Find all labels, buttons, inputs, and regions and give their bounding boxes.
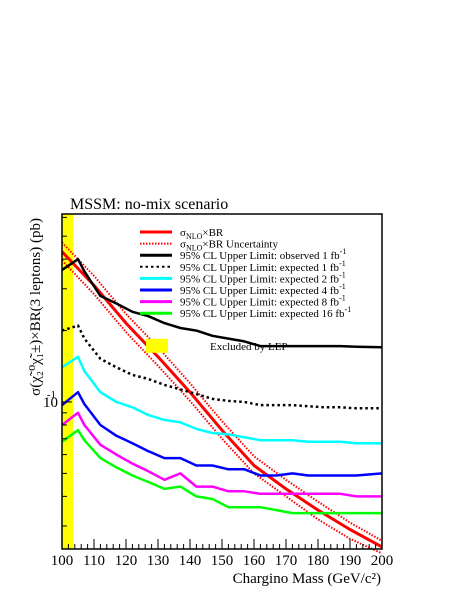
x-tick-label: 130 [147, 553, 170, 569]
series-line-2 [61, 259, 383, 555]
x-tick-label: 190 [339, 553, 362, 569]
x-tick-label: 170 [275, 553, 298, 569]
x-axis-title: Chargino Mass (GeV/c²) [233, 571, 381, 587]
legend-label-4: 95% CL Upper Limit: expected 1 fb-1 [180, 259, 346, 274]
y-axis-title: σ(χ̃₂⁰χ̃₁±)×BR(3 leptons) (pb) [28, 218, 44, 396]
legend-label-6: 95% CL Upper Limit: expected 4 fb-1 [180, 282, 346, 297]
series-line-6 [61, 390, 383, 477]
x-tick-label: 150 [211, 553, 234, 569]
legend-label-7: 95% CL Upper Limit: expected 8 fb-1 [180, 294, 346, 309]
series-line-8 [61, 428, 382, 515]
legend-label-3: 95% CL Upper Limit: observed 1 fb-1 [180, 247, 346, 262]
legend-label-lep: Excluded by LEP [210, 341, 288, 353]
series-line-3 [61, 257, 383, 349]
x-tick-label: 180 [307, 553, 330, 569]
x-tick-label: 110 [83, 553, 105, 569]
x-tick-label: 160 [243, 553, 266, 569]
legend-label-1: σNLO×BR Uncertainty [180, 239, 278, 253]
legend-swatch-lep [146, 338, 168, 353]
x-tick-label: 100 [51, 553, 74, 569]
legend-label-0: σNLO×BR [180, 227, 224, 241]
series-line-4 [61, 324, 382, 410]
series-line-1 [61, 241, 383, 542]
x-tick-label: 200 [371, 553, 394, 569]
y-tick-label: 10 [43, 395, 58, 411]
chart-title: MSSM: no-mix scenario [70, 196, 228, 213]
series-line-5 [61, 355, 382, 445]
y-tick-exponent: -1 [47, 389, 56, 401]
lep-excluded-band [62, 214, 74, 549]
x-tick-label: 120 [115, 553, 138, 569]
series-line-0 [60, 250, 383, 549]
legend-label-5: 95% CL Upper Limit: expected 2 fb-1 [180, 270, 346, 285]
series-line-7 [61, 411, 382, 498]
legend-label-8: 95% CL Upper Limit: expected 16 fb-1 [180, 305, 351, 320]
x-tick-label: 140 [179, 553, 202, 569]
